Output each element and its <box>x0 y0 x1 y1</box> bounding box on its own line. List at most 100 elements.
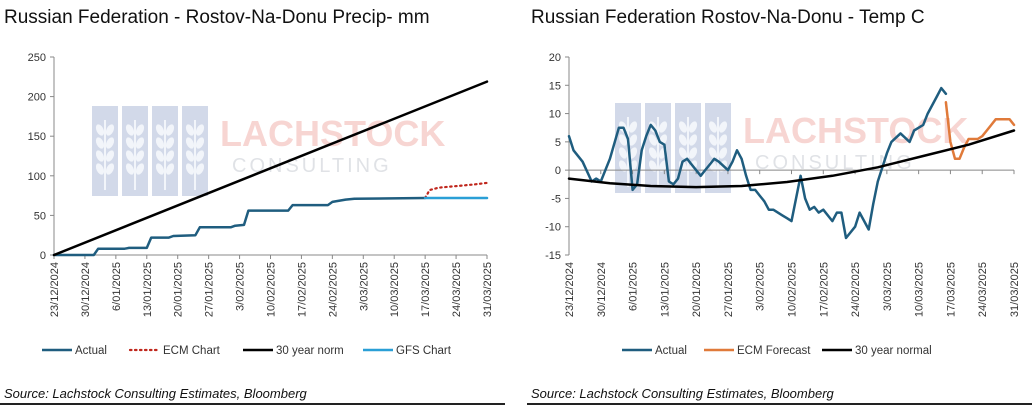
logo-grain <box>95 163 105 175</box>
x-tick-label: 3/03/2025 <box>882 262 894 311</box>
legend-label: 30 year normal <box>855 345 932 357</box>
logo-grain <box>155 137 165 149</box>
source-note: Source: Lachstock Consulting Estimates, … <box>531 386 834 401</box>
logo-grain <box>165 124 175 136</box>
x-tick-label: 30/12/2024 <box>596 262 608 317</box>
x-tick-label: 31/03/2025 <box>1009 262 1021 317</box>
x-tick-label: 13/01/2025 <box>142 262 154 317</box>
logo-grain <box>195 150 205 162</box>
logo-grain <box>678 147 688 159</box>
y-tick-label: 0 <box>555 165 561 177</box>
y-tick-label: 0 <box>40 250 46 262</box>
x-tick-label: 24/02/2025 <box>850 262 862 317</box>
logo-grain <box>648 160 658 172</box>
logo-grain <box>688 121 698 133</box>
logo-grain <box>678 121 688 133</box>
logo-grain <box>648 134 658 146</box>
chart-title: Russian Federation Rostov-Na-Donu - Temp… <box>531 7 925 28</box>
series-line-ecm-forecast <box>944 101 1016 161</box>
logo-grain <box>135 137 145 149</box>
logo-grain <box>125 137 135 149</box>
x-tick-label: 24/03/2025 <box>977 262 989 317</box>
bottom-divider <box>0 403 505 405</box>
y-tick-label: 20 <box>549 52 561 64</box>
logo-grain <box>185 137 195 149</box>
logo-grain <box>185 124 195 136</box>
logo-grain <box>125 163 135 175</box>
legend-item: 30 year normal <box>822 345 932 357</box>
logo-grain <box>105 124 115 136</box>
logo-grain <box>185 163 195 175</box>
logo-grain <box>155 163 165 175</box>
logo-grain <box>688 147 698 159</box>
logo-grain <box>105 150 115 162</box>
y-tick-label: 50 <box>34 210 46 222</box>
logo-grain <box>708 147 718 159</box>
logo-grain <box>105 163 115 175</box>
y-tick-label: 100 <box>28 171 46 183</box>
watermark-text: CONSULTING <box>232 155 392 177</box>
x-tick-label: 6/01/2025 <box>111 262 123 311</box>
x-tick-label: 24/02/2025 <box>327 262 339 317</box>
series-line-ecm-chart <box>424 181 489 200</box>
logo-grain <box>125 150 135 162</box>
logo-grain <box>125 124 135 136</box>
y-tick-label: 15 <box>549 80 561 92</box>
y-tick-label: -15 <box>545 250 561 262</box>
legend-label: Actual <box>655 345 687 357</box>
bottom-divider <box>527 403 1032 405</box>
logo-grain <box>195 163 205 175</box>
x-tick-label: 20/01/2025 <box>691 262 703 317</box>
y-tick-label: 200 <box>28 92 46 104</box>
legend-label: GFS Chart <box>396 345 452 357</box>
precip-chart-panel: Russian Federation - Rostov-Na-Donu Prec… <box>0 0 505 406</box>
logo-grain <box>135 163 145 175</box>
x-tick-label: 10/03/2025 <box>389 262 401 317</box>
legend-item: ECM Forecast <box>704 345 811 357</box>
logo-grain <box>95 137 105 149</box>
logo-grain <box>95 150 105 162</box>
logo-grain <box>185 150 195 162</box>
y-tick-label: 5 <box>555 137 561 149</box>
logo-grain <box>718 147 728 159</box>
y-tick-label: 250 <box>28 52 46 64</box>
legend-item: 30 year norm <box>243 345 344 357</box>
logo-grain <box>195 137 205 149</box>
logo-grain <box>618 147 628 159</box>
logo-grain <box>105 137 115 149</box>
logo-grain <box>718 134 728 146</box>
x-tick-label: 17/02/2025 <box>296 262 308 317</box>
source-note: Source: Lachstock Consulting Estimates, … <box>4 386 307 401</box>
logo-grain <box>165 137 175 149</box>
chart-title: Russian Federation - Rostov-Na-Donu Prec… <box>4 7 430 28</box>
y-tick-label: 150 <box>28 131 46 143</box>
x-tick-label: 17/03/2025 <box>945 262 957 317</box>
legend-label: ECM Chart <box>163 345 221 357</box>
logo-grain <box>678 134 688 146</box>
legend-item: Actual <box>622 345 687 357</box>
x-tick-label: 13/01/2025 <box>659 262 671 317</box>
x-tick-label: 31/03/2025 <box>482 262 494 317</box>
x-tick-label: 10/02/2025 <box>787 262 799 317</box>
x-tick-label: 23/12/2024 <box>564 262 576 317</box>
watermark-text: LACHSTOCK <box>743 110 968 151</box>
series-line-30-year-norm <box>52 80 489 257</box>
x-tick-label: 20/01/2025 <box>173 262 185 317</box>
x-tick-label: 17/03/2025 <box>420 262 432 317</box>
logo-grain <box>165 150 175 162</box>
x-tick-label: 24/03/2025 <box>451 262 463 317</box>
legend-item: Actual <box>42 345 107 357</box>
legend-item: GFS Chart <box>363 345 452 357</box>
watermark-text: LACHSTOCK <box>220 113 445 154</box>
x-tick-label: 3/03/2025 <box>358 262 370 311</box>
x-tick-label: 17/02/2025 <box>818 262 830 317</box>
legend-label: ECM Forecast <box>737 345 811 357</box>
y-tick-label: 10 <box>549 109 561 121</box>
logo-grain <box>648 147 658 159</box>
series-line-actual <box>567 86 948 240</box>
x-tick-label: 10/02/2025 <box>266 262 278 317</box>
logo-grain <box>658 121 668 133</box>
y-tick-label: -5 <box>551 193 561 205</box>
